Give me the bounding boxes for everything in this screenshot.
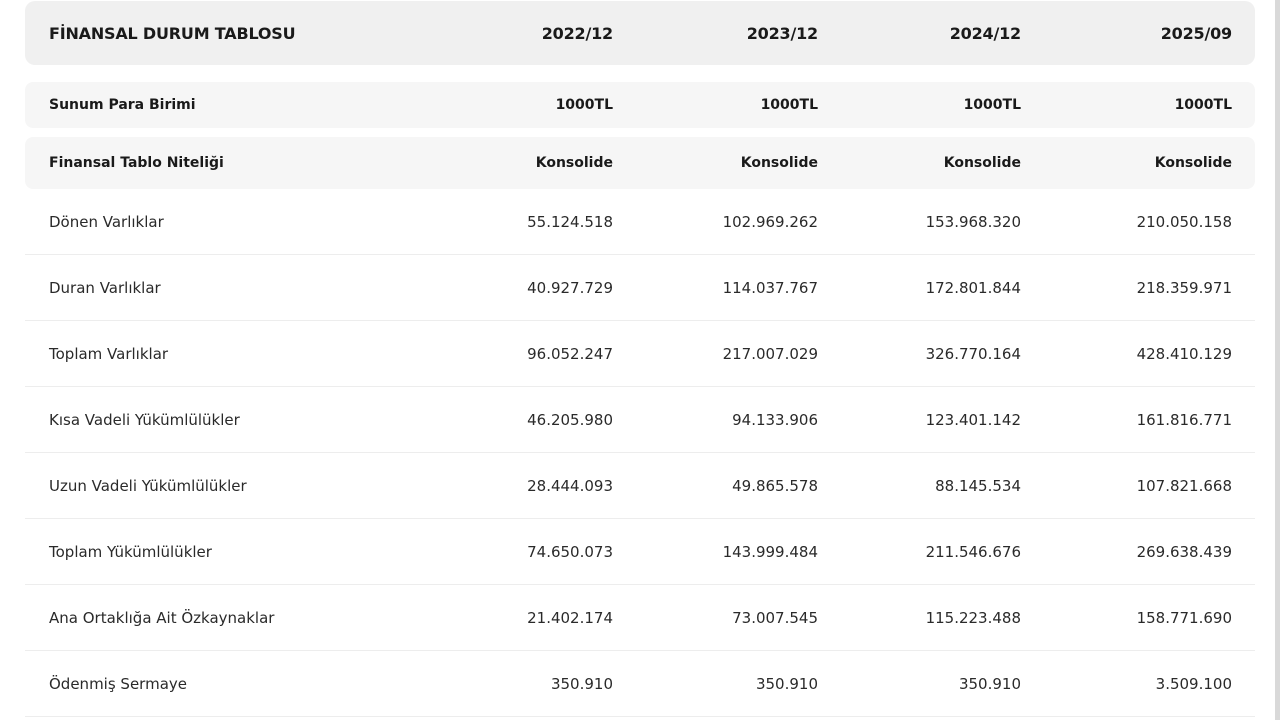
row-label: Toplam Yükümlülükler (49, 542, 212, 561)
period-header-2022-12[interactable]: 2022/12 (541, 23, 613, 43)
table-row-long-term-liabilities: Uzun Vadeli Yükümlülükler 28.444.093 49.… (25, 453, 1255, 519)
row-label: Sunum Para Birimi (49, 97, 196, 113)
table-title: FİNANSAL DURUM TABLOSU (49, 23, 296, 43)
row-value: 350.910 (755, 674, 818, 693)
row-value: 74.650.073 (527, 542, 613, 561)
row-value: 218.359.971 (1136, 278, 1232, 297)
period-header-2024-12[interactable]: 2024/12 (949, 23, 1021, 43)
row-value: 428.410.129 (1136, 344, 1232, 363)
row-value: 73.007.545 (732, 608, 818, 627)
row-value: 210.050.158 (1136, 212, 1232, 231)
row-value: 21.402.174 (527, 608, 613, 627)
row-value: 96.052.247 (527, 344, 613, 363)
row-value: 350.910 (550, 674, 613, 693)
row-value: 28.444.093 (527, 476, 613, 495)
row-value: 102.969.262 (722, 212, 818, 231)
row-value: 49.865.578 (732, 476, 818, 495)
row-value: 107.821.668 (1136, 476, 1232, 495)
scrollbar-edge[interactable] (1275, 0, 1280, 720)
row-value: 46.205.980 (527, 410, 613, 429)
financial-position-table: FİNANSAL DURUM TABLOSU 2022/12 2023/12 2… (25, 0, 1255, 717)
row-value: 3.509.100 (1155, 674, 1232, 693)
row-label: Ödenmiş Sermaye (49, 674, 187, 693)
row-value: 326.770.164 (925, 344, 1021, 363)
row-value: Konsolide (740, 155, 818, 171)
row-value: 153.968.320 (925, 212, 1021, 231)
row-value: 88.145.534 (935, 476, 1021, 495)
table-row-parent-equity: Ana Ortaklığa Ait Özkaynaklar 21.402.174… (25, 585, 1255, 651)
row-value: 1000TL (760, 97, 818, 113)
row-value: 161.816.771 (1136, 410, 1232, 429)
row-value: 1000TL (963, 97, 1021, 113)
row-value: 115.223.488 (925, 608, 1021, 627)
row-value: 114.037.767 (722, 278, 818, 297)
row-value: Konsolide (943, 155, 1021, 171)
row-value: 172.801.844 (925, 278, 1021, 297)
row-value: 269.638.439 (1136, 542, 1232, 561)
row-label: Dönen Varlıklar (49, 212, 164, 231)
row-value: 217.007.029 (722, 344, 818, 363)
row-value: 40.927.729 (527, 278, 613, 297)
row-value: 211.546.676 (925, 542, 1021, 561)
row-label: Kısa Vadeli Yükümlülükler (49, 410, 240, 429)
table-header-row: FİNANSAL DURUM TABLOSU 2022/12 2023/12 2… (25, 1, 1255, 65)
table-row-paid-in-capital: Ödenmiş Sermaye 350.910 350.910 350.910 … (25, 651, 1255, 717)
row-value: 1000TL (555, 97, 613, 113)
row-value: 55.124.518 (527, 212, 613, 231)
table-row-current-assets: Dönen Varlıklar 55.124.518 102.969.262 1… (25, 189, 1255, 255)
row-value: 158.771.690 (1136, 608, 1232, 627)
row-value: 350.910 (958, 674, 1021, 693)
table-row-non-current-assets: Duran Varlıklar 40.927.729 114.037.767 1… (25, 255, 1255, 321)
presentation-currency-row: Sunum Para Birimi 1000TL 1000TL 1000TL 1… (25, 82, 1255, 128)
row-label: Uzun Vadeli Yükümlülükler (49, 476, 247, 495)
table-row-total-assets: Toplam Varlıklar 96.052.247 217.007.029 … (25, 321, 1255, 387)
table-row-total-liabilities: Toplam Yükümlülükler 74.650.073 143.999.… (25, 519, 1255, 585)
row-label: Ana Ortaklığa Ait Özkaynaklar (49, 608, 275, 627)
row-label: Duran Varlıklar (49, 278, 161, 297)
row-value: 123.401.142 (925, 410, 1021, 429)
row-value: Konsolide (1154, 155, 1232, 171)
row-value: 1000TL (1174, 97, 1232, 113)
statement-nature-row: Finansal Tablo Niteliği Konsolide Konsol… (25, 137, 1255, 189)
period-header-2025-09[interactable]: 2025/09 (1160, 23, 1232, 43)
period-header-2023-12[interactable]: 2023/12 (746, 23, 818, 43)
row-value: Konsolide (535, 155, 613, 171)
row-label: Toplam Varlıklar (49, 344, 169, 363)
row-value: 143.999.484 (722, 542, 818, 561)
row-label: Finansal Tablo Niteliği (49, 155, 224, 171)
table-row-short-term-liabilities: Kısa Vadeli Yükümlülükler 46.205.980 94.… (25, 387, 1255, 453)
row-value: 94.133.906 (732, 410, 818, 429)
